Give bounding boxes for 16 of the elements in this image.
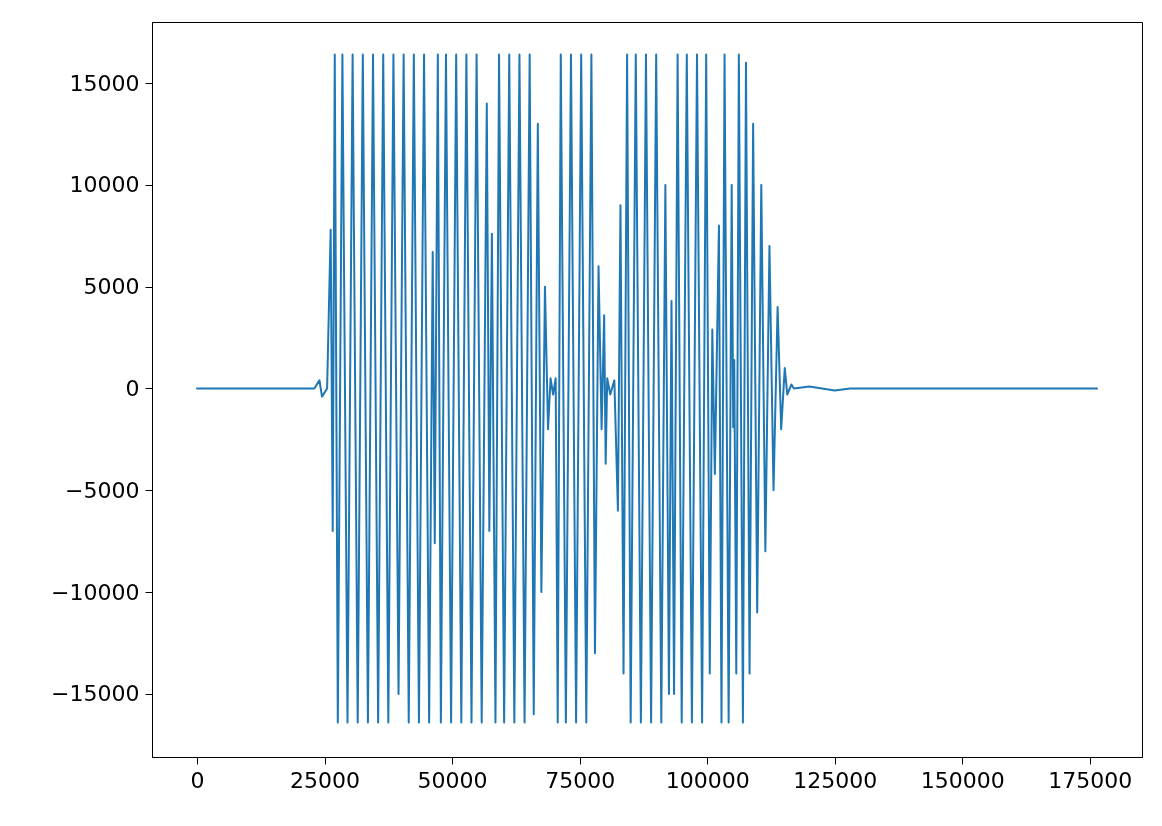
y-tick-label: −5000 bbox=[65, 477, 140, 503]
y-tick-label: 5000 bbox=[83, 274, 140, 300]
y-tick-label: −15000 bbox=[51, 681, 140, 707]
x-tick-label: 150000 bbox=[920, 767, 1005, 793]
x-tick-label: 125000 bbox=[793, 767, 878, 793]
x-tick-label: 75000 bbox=[545, 767, 616, 793]
x-tick-label: 100000 bbox=[665, 767, 750, 793]
line-series bbox=[196, 53, 1098, 724]
y-tick-label: −10000 bbox=[51, 579, 140, 605]
y-tick-label: 0 bbox=[125, 375, 140, 401]
x-tick-label: 25000 bbox=[290, 767, 361, 793]
x-tick-label: 0 bbox=[190, 767, 205, 793]
y-tick-label: 10000 bbox=[69, 172, 140, 198]
y-tick-label: 15000 bbox=[69, 70, 140, 96]
x-tick-label: 50000 bbox=[417, 767, 488, 793]
x-tick-label: 175000 bbox=[1048, 767, 1133, 793]
